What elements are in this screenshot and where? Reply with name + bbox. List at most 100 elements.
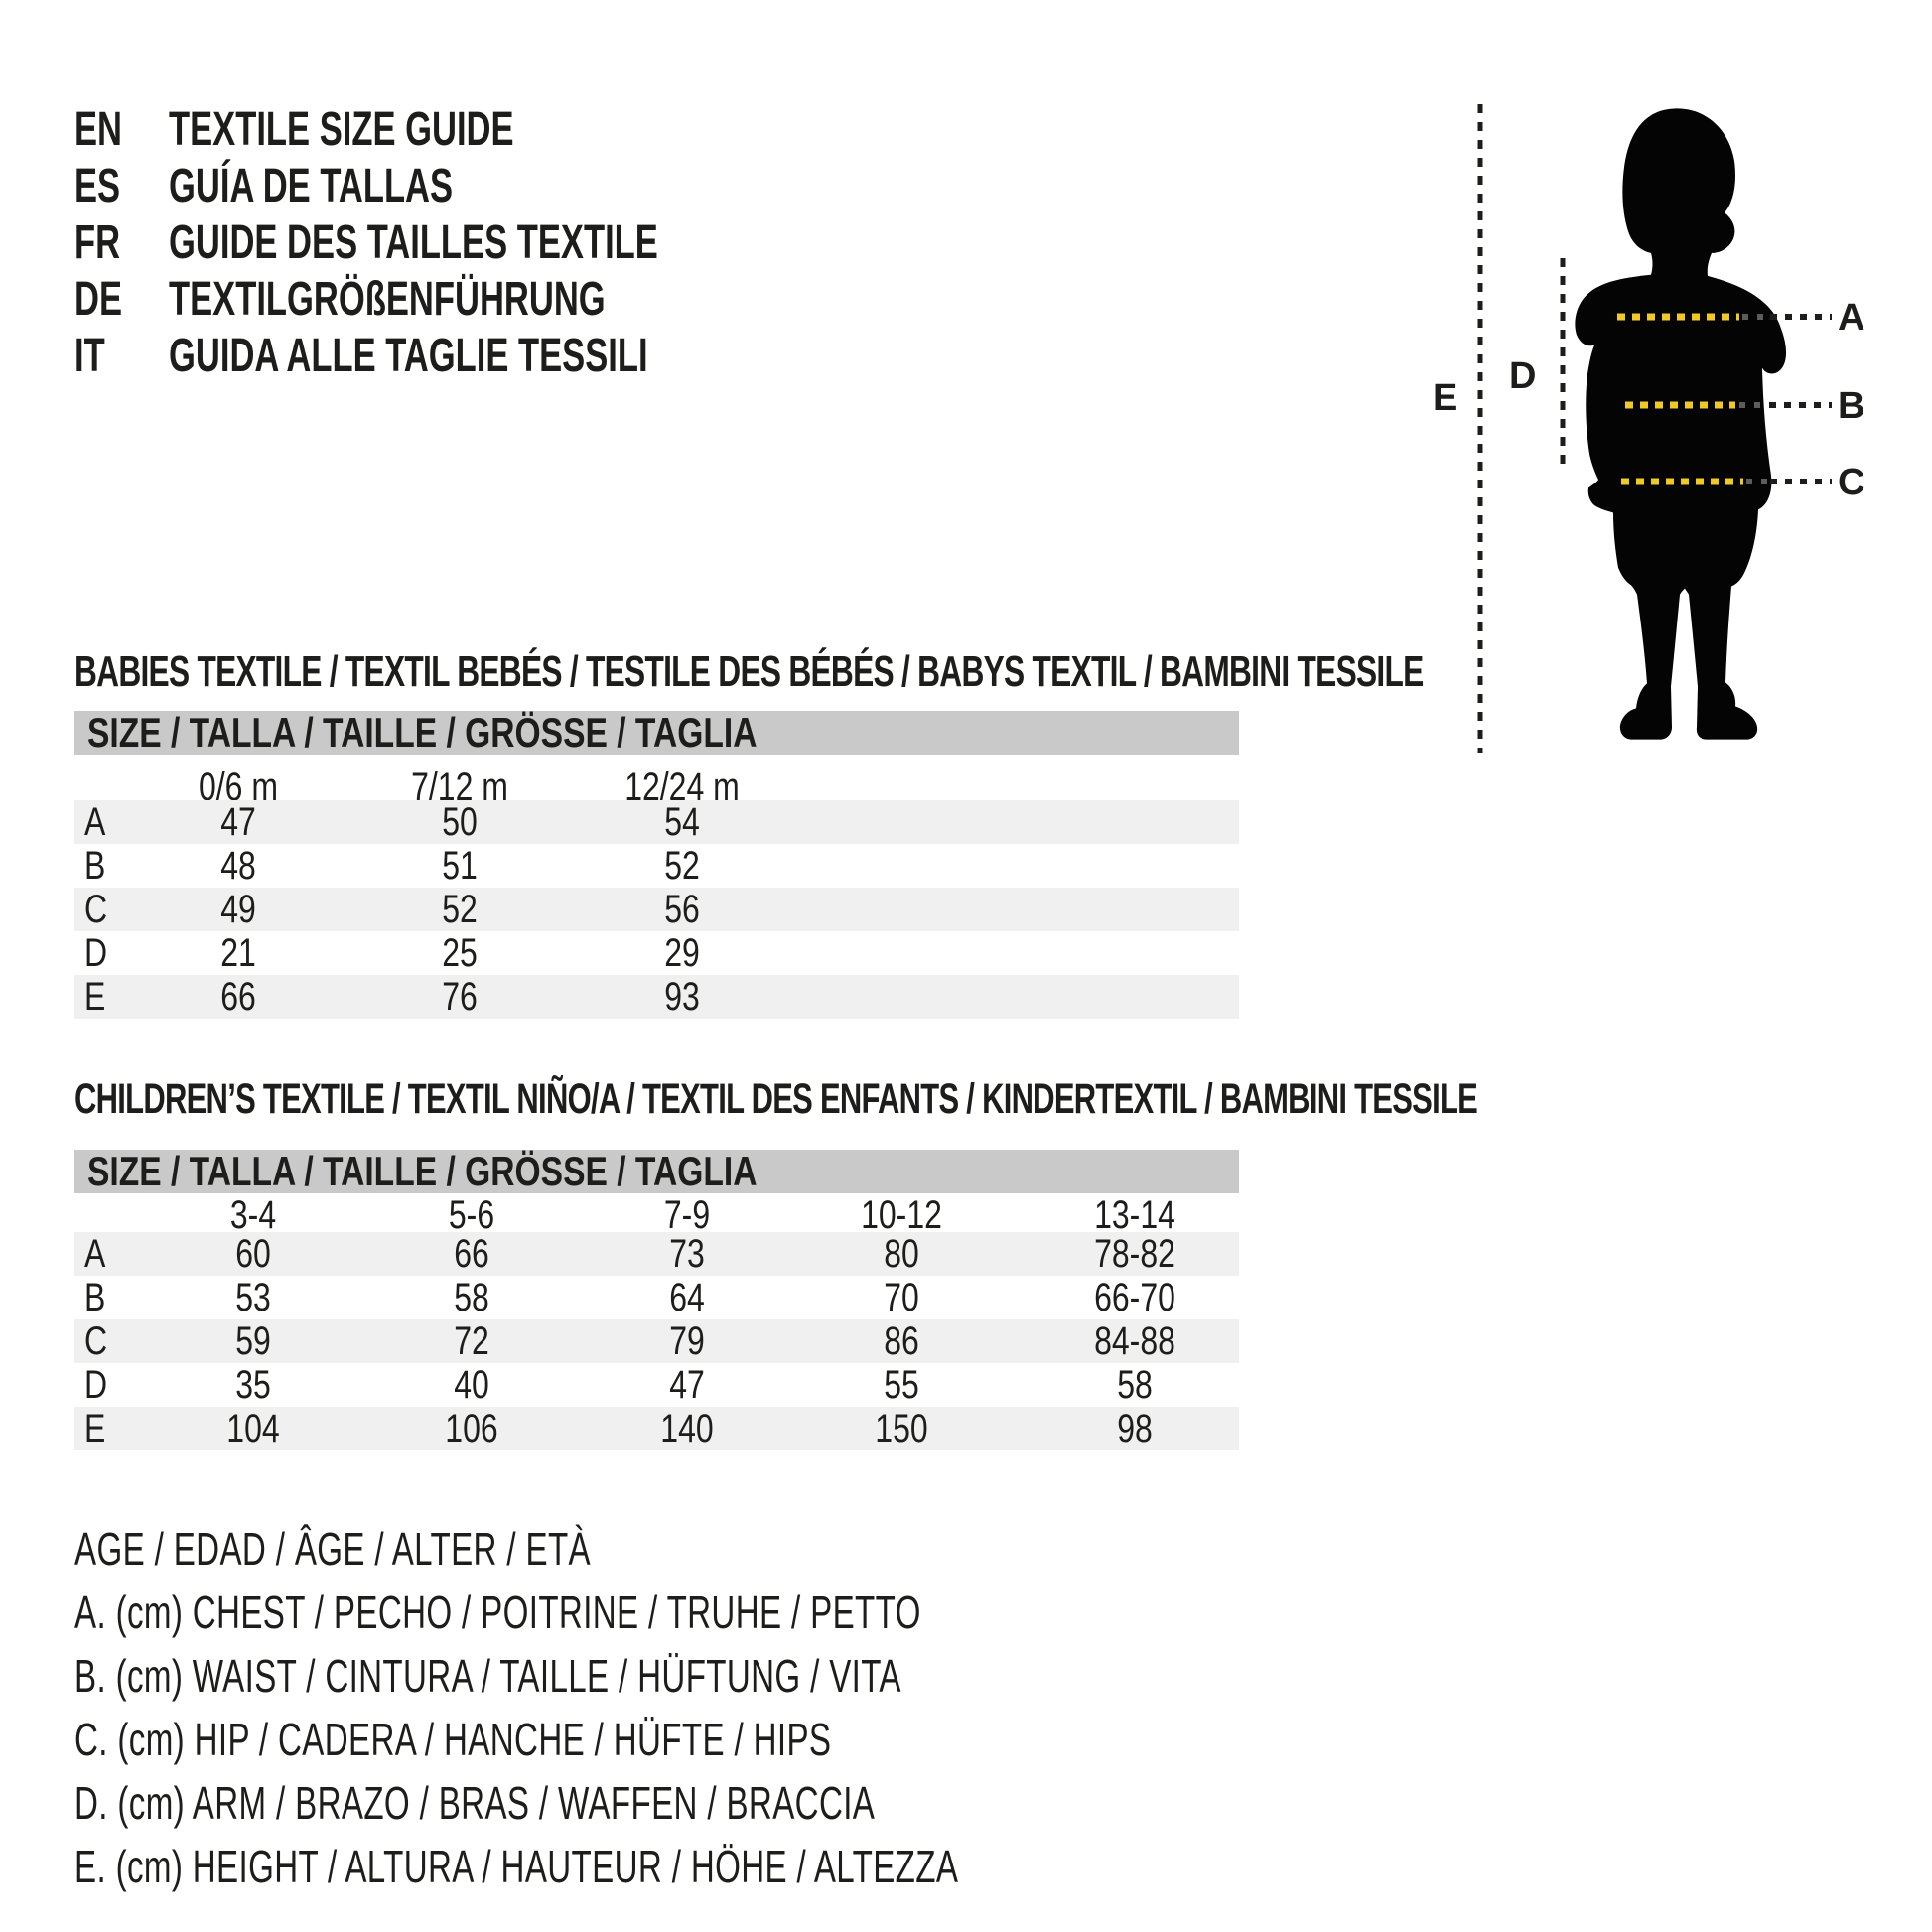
- column-header: 10-12: [861, 1193, 942, 1237]
- legend-line-height: E. (cm) HEIGHT / ALTURA / HAUTEUR / HÖHE…: [74, 1841, 959, 1892]
- babies-size-header-bar: SIZE / TALLA / TAILLE / GRÖSSE / TAGLIA: [74, 711, 1239, 755]
- column-header: 5-6: [448, 1193, 495, 1237]
- table-cell: 58: [1117, 1363, 1153, 1407]
- table-cell: 49: [220, 888, 256, 931]
- row-label: A: [84, 1232, 106, 1276]
- language-title: TEXTILGRÖßENFÜHRUNG: [169, 273, 606, 326]
- row-label: C: [84, 1319, 108, 1363]
- table-cell: 93: [664, 975, 700, 1019]
- table-cell: 64: [669, 1276, 705, 1319]
- table-cell: 76: [442, 975, 478, 1019]
- table-cell: 56: [664, 888, 700, 931]
- table-row: C 49 52 56: [74, 888, 1239, 931]
- row-label: A: [84, 800, 106, 844]
- table-cell: 50: [442, 800, 478, 844]
- row-label: C: [84, 888, 108, 931]
- table-row: A 47 50 54: [74, 800, 1239, 844]
- measure-label-b: B: [1838, 385, 1864, 427]
- legend-line-age: AGE / EDAD / ÂGE / ALTER / ETÀ: [74, 1523, 592, 1575]
- table-cell: 54: [664, 800, 700, 844]
- row-label: B: [84, 844, 106, 888]
- language-title: GUIDA ALLE TAGLIE TESSILI: [169, 330, 648, 382]
- row-label: E: [84, 1407, 106, 1450]
- table-cell: 79: [669, 1319, 705, 1363]
- table-cell: 60: [235, 1232, 271, 1276]
- row-label: B: [84, 1276, 106, 1319]
- language-code: IT: [74, 330, 105, 382]
- table-cell: 51: [442, 844, 478, 888]
- table-cell: 86: [884, 1319, 919, 1363]
- table-cell: 21: [220, 931, 256, 975]
- row-label: D: [84, 1363, 108, 1407]
- legend-line-waist: B. (cm) WAIST / CINTURA / TAILLE / HÜFTU…: [74, 1650, 901, 1702]
- table-cell: 55: [884, 1363, 919, 1407]
- babies-table-title-text: BABIES TEXTILE / TEXTIL BEBÉS / TESTILE …: [74, 647, 1424, 696]
- table-cell: 150: [875, 1407, 928, 1450]
- table-row: A 60 66 73 80 78-82: [74, 1232, 1239, 1276]
- table-cell: 66: [220, 975, 256, 1019]
- legend-line-arm: D. (cm) ARM / BRAZO / BRAS / WAFFEN / BR…: [74, 1777, 876, 1829]
- table-row: D 35 40 47 55 58: [74, 1363, 1239, 1407]
- table-cell: 72: [454, 1319, 489, 1363]
- babies-size-table: BABIES TEXTILE / TEXTIL BEBÉS / TESTILE …: [74, 647, 1424, 1025]
- children-size-table: CHILDREN’S TEXTILE / TEXTIL NIÑO/A / TEX…: [74, 1074, 1478, 1451]
- size-figure: A B C E D: [1433, 104, 1864, 753]
- table-row: B 53 58 64 70 66-70: [74, 1276, 1239, 1319]
- measure-label-a: A: [1838, 297, 1864, 339]
- table-cell: 73: [669, 1232, 705, 1276]
- table-cell: 70: [884, 1276, 919, 1319]
- table-cell: 48: [220, 844, 256, 888]
- chest-measure-line-a: A: [1617, 297, 1864, 339]
- table-row: D 21 25 29: [74, 931, 1239, 975]
- table-cell: 35: [235, 1363, 271, 1407]
- legend-line-hip: C. (cm) HIP / CADERA / HANCHE / HÜFTE / …: [74, 1714, 832, 1765]
- table-cell: 80: [884, 1232, 919, 1276]
- babies-size-header-text: SIZE / TALLA / TAILLE / GRÖSSE / TAGLIA: [87, 709, 758, 756]
- table-row: B 48 51 52: [74, 844, 1239, 888]
- language-title: GUÍA DE TALLAS: [169, 160, 454, 212]
- column-header: 13-14: [1094, 1193, 1175, 1237]
- table-cell: 98: [1117, 1407, 1153, 1450]
- language-code: EN: [74, 103, 123, 156]
- table-cell: 66: [454, 1232, 489, 1276]
- language-code: DE: [74, 273, 123, 326]
- waist-measure-line-b: B: [1625, 385, 1864, 427]
- measure-label-d: D: [1509, 355, 1536, 397]
- measure-label-c: C: [1838, 462, 1864, 503]
- babies-table-title: BABIES TEXTILE / TEXTIL BEBÉS / TESTILE …: [74, 647, 1932, 697]
- children-table-title-text: CHILDREN’S TEXTILE / TEXTIL NIÑO/A / TEX…: [74, 1075, 1478, 1123]
- row-label: D: [84, 931, 108, 975]
- table-cell: 104: [226, 1407, 280, 1450]
- table-row: C 59 72 79 86 84-88: [74, 1319, 1239, 1363]
- measure-label-e: E: [1433, 377, 1457, 419]
- table-cell: 53: [235, 1276, 271, 1319]
- language-title: GUIDE DES TAILLES TEXTILE: [169, 216, 658, 269]
- table-cell: 84-88: [1094, 1319, 1175, 1363]
- table-cell: 40: [454, 1363, 489, 1407]
- children-size-header-bar: SIZE / TALLA / TAILLE / GRÖSSE / TAGLIA: [74, 1150, 1239, 1193]
- table-cell: 58: [454, 1276, 489, 1319]
- column-header: 3-4: [229, 1193, 277, 1237]
- table-cell: 66-70: [1094, 1276, 1175, 1319]
- child-silhouette-icon: [1575, 108, 1787, 740]
- table-cell: 106: [445, 1407, 498, 1450]
- children-column-headers: 3-4 5-6 7-9 10-12 13-14: [74, 1194, 1239, 1236]
- language-code: ES: [74, 160, 121, 212]
- table-row: E 104 106 140 150 98: [74, 1407, 1239, 1450]
- table-cell: 29: [664, 931, 700, 975]
- table-cell: 52: [664, 844, 700, 888]
- table-cell: 78-82: [1094, 1232, 1175, 1276]
- table-cell: 140: [660, 1407, 714, 1450]
- legend-line-chest: A. (cm) CHEST / PECHO / POITRINE / TRUHE…: [74, 1587, 921, 1638]
- row-label: E: [84, 975, 106, 1019]
- table-cell: 52: [442, 888, 478, 931]
- column-header: 7-9: [663, 1193, 711, 1237]
- table-cell: 25: [442, 931, 478, 975]
- table-cell: 47: [669, 1363, 705, 1407]
- children-table-title: CHILDREN’S TEXTILE / TEXTIL NIÑO/A / TEX…: [74, 1074, 1932, 1124]
- table-row: E 66 76 93: [74, 975, 1239, 1019]
- table-cell: 59: [235, 1319, 271, 1363]
- children-size-header-text: SIZE / TALLA / TAILLE / GRÖSSE / TAGLIA: [87, 1148, 758, 1194]
- language-code: FR: [74, 216, 121, 269]
